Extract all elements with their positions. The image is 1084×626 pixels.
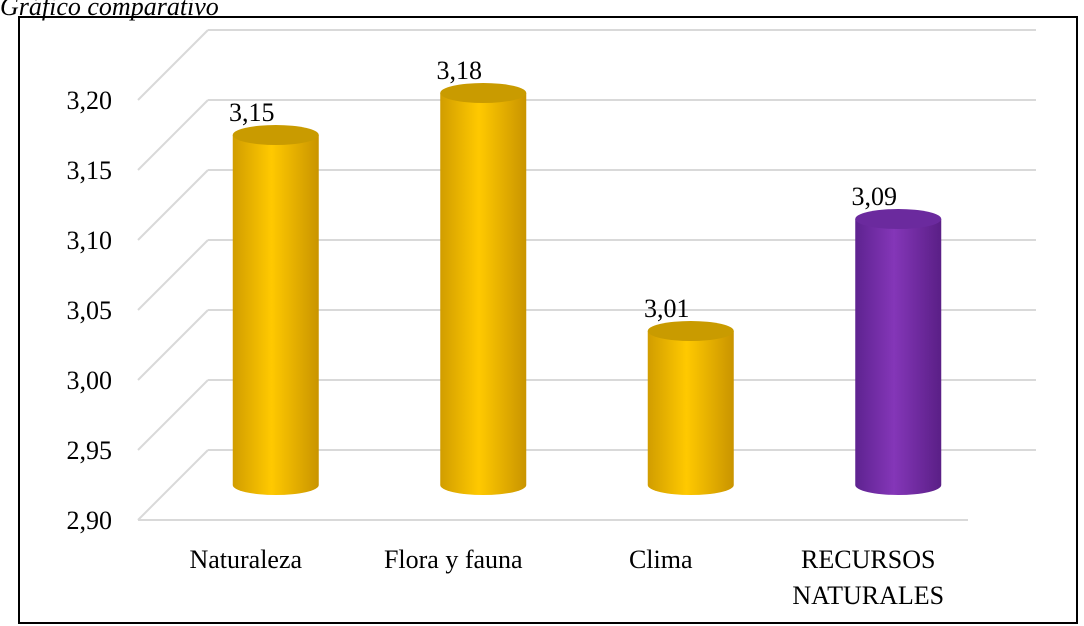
y-tick-label: 3,00 [67,366,113,395]
y-tick-label: 2,95 [67,436,113,465]
chart-frame [18,16,1078,624]
x-tick-label: Flora y fauna [384,545,523,574]
data-label: 3,15 [229,98,275,127]
y-axis: 2,90 2,95 3,00 3,05 3,10 3,15 3,20 [67,86,113,535]
gridline-side [137,29,209,101]
data-labels: 3,15 3,18 3,01 3,09 [229,56,897,323]
bar-top [232,125,319,145]
y-tick-label: 2,90 [67,506,113,535]
gridline-side [137,169,209,241]
y-tick-label: 3,20 [67,86,113,115]
bar-1 [232,125,319,495]
bars [232,83,942,495]
bar-2 [440,83,527,495]
data-label: 3,18 [437,56,483,85]
y-tick-label: 3,10 [67,226,113,255]
x-axis: Naturaleza Flora y fauna Clima RECURSOS NATU… [189,545,944,610]
gridline-side [137,99,209,171]
x-tick-label: Clima [629,545,693,574]
data-label: 3,01 [644,294,690,323]
x-tick-label: Naturaleza [189,545,302,574]
gridlines [137,29,1036,521]
y-tick-label: 3,15 [67,156,113,185]
bar-body [647,331,734,495]
data-label: 3,09 [852,182,898,211]
bar-body [232,135,319,495]
bar-3 [647,321,734,495]
gridline-side [137,239,209,311]
bar-body [440,93,527,495]
bar-body [855,219,942,495]
gridline-side [137,379,209,451]
bar-4 [855,209,942,495]
bar-top [647,321,734,341]
gridline-side [137,309,209,381]
y-tick-label: 3,05 [67,296,113,325]
gridline-side [137,449,209,521]
bar-top [855,209,942,229]
bar-top [440,83,527,103]
x-tick-label: NATURALES [792,581,944,610]
x-tick-label: RECURSOS [801,545,935,574]
figure-caption: Gráfico comparativo [0,0,219,21]
